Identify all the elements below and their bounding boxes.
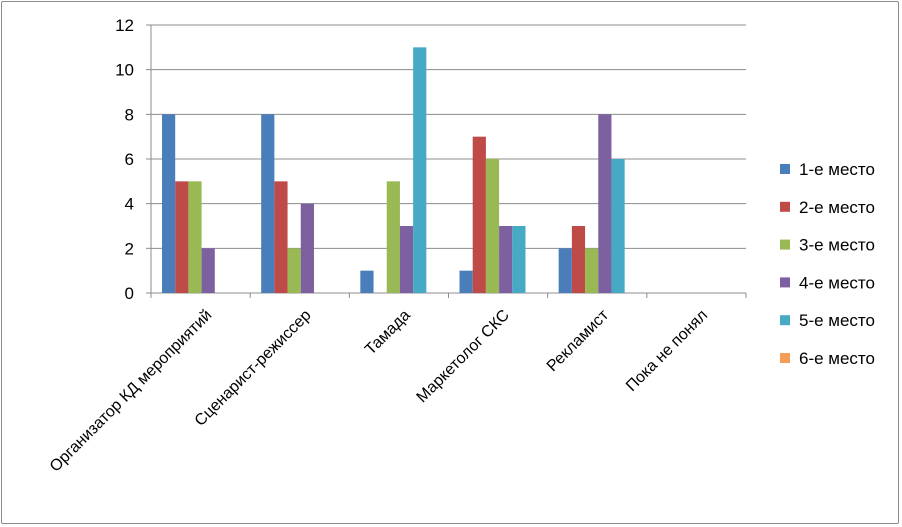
bar bbox=[274, 181, 288, 293]
bar bbox=[499, 226, 513, 293]
y-tick-label: 0 bbox=[125, 284, 134, 303]
bar bbox=[485, 159, 500, 293]
bar bbox=[201, 248, 215, 293]
bar bbox=[399, 226, 414, 293]
x-category-label: Маркетолог СКС bbox=[414, 307, 513, 406]
gridlines bbox=[151, 24, 746, 249]
legend-swatch bbox=[780, 239, 790, 250]
bars bbox=[162, 47, 625, 294]
legend-label: 3-е место bbox=[799, 236, 875, 255]
legend-swatch bbox=[780, 315, 790, 326]
bar bbox=[598, 114, 612, 293]
y-tick-labels: 0 2 4 6 8 10 12 bbox=[115, 16, 134, 303]
bar bbox=[512, 226, 526, 293]
legend-label: 1-е место bbox=[799, 160, 875, 179]
y-tick-label: 4 bbox=[125, 195, 134, 214]
legend-swatch bbox=[780, 201, 790, 212]
x-category-label: Рекламист bbox=[544, 306, 613, 375]
legend-swatch bbox=[780, 164, 790, 174]
y-tick-label: 8 bbox=[125, 105, 134, 124]
legend-label: 2-е место bbox=[799, 198, 875, 217]
legend-label: 6-е место bbox=[799, 349, 875, 368]
bar bbox=[287, 248, 301, 293]
bar bbox=[571, 226, 586, 293]
legend: 1-е место 2-е место 3-е место 4-е место 5-е … bbox=[780, 160, 875, 368]
bar bbox=[472, 136, 486, 293]
bar bbox=[611, 159, 625, 293]
y-tick-label: 12 bbox=[115, 16, 134, 35]
bar bbox=[459, 270, 473, 293]
bar bbox=[261, 114, 275, 293]
bar bbox=[175, 181, 189, 293]
bar bbox=[162, 114, 176, 293]
y-tick-label: 2 bbox=[125, 239, 134, 258]
bar bbox=[386, 181, 400, 293]
bar bbox=[188, 181, 202, 293]
legend-swatch bbox=[780, 277, 790, 288]
x-category-labels: Организатор КД мероприятийСценарист-режи… bbox=[47, 306, 711, 475]
y-tick-label: 6 bbox=[125, 150, 134, 169]
bar bbox=[360, 270, 374, 293]
bar bbox=[413, 47, 427, 294]
legend-swatch bbox=[780, 353, 790, 363]
x-category-label: Тамада bbox=[362, 307, 414, 359]
x-category-label: Организатор КД мероприятий bbox=[47, 307, 216, 476]
y-tick-label: 10 bbox=[115, 61, 134, 80]
bar bbox=[558, 248, 572, 293]
bar bbox=[585, 248, 599, 293]
legend-label: 5-е место bbox=[799, 311, 875, 330]
x-category-label: Сценарист-режиссер bbox=[192, 307, 315, 430]
legend-label: 4-е место bbox=[799, 273, 875, 292]
bar bbox=[300, 203, 314, 293]
x-category-label: Пока не понял bbox=[623, 307, 711, 395]
axes bbox=[146, 24, 747, 298]
